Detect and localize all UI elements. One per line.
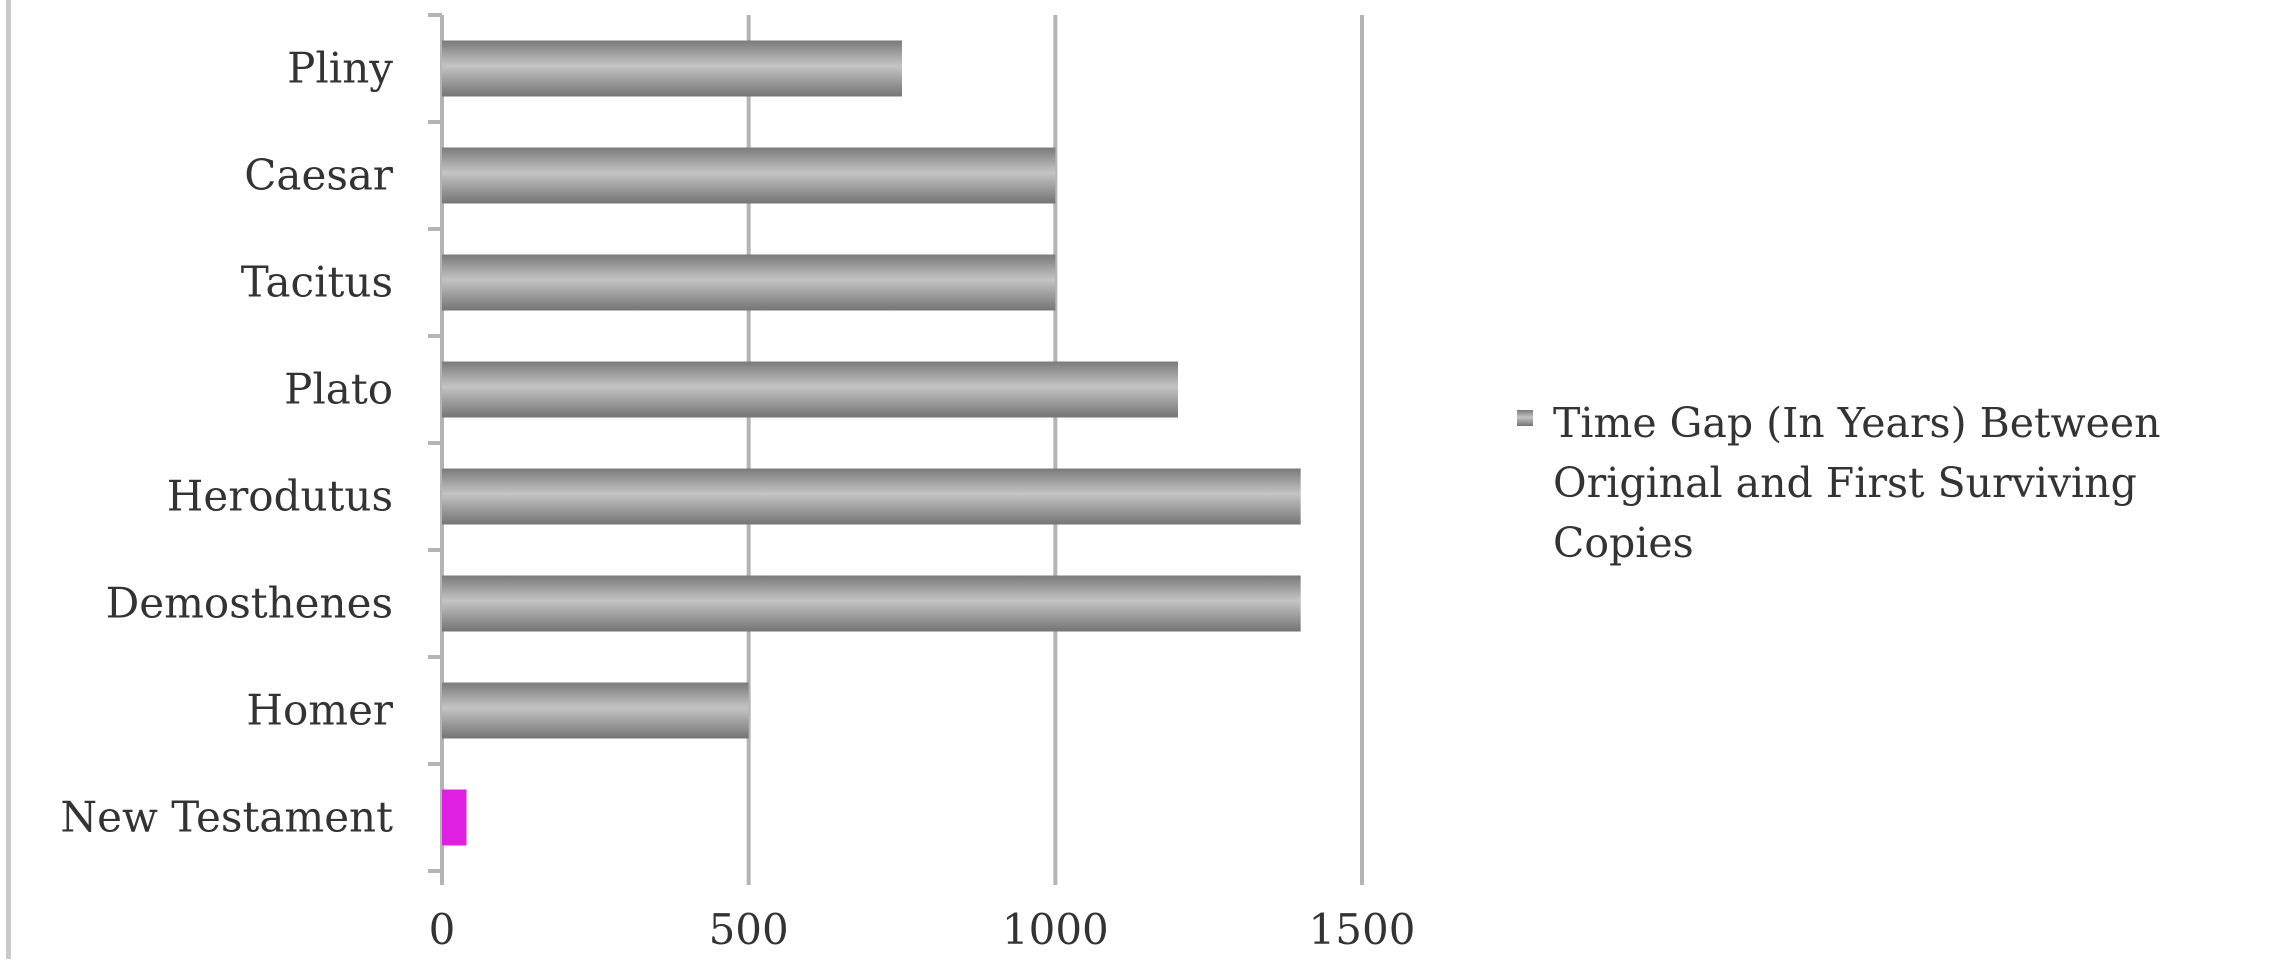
axes <box>428 13 1364 885</box>
bar <box>442 254 1056 311</box>
x-tick-label: 1000 <box>1002 905 1109 954</box>
bar <box>442 468 1301 525</box>
bar <box>442 575 1301 632</box>
bars <box>442 40 1301 846</box>
legend-swatch <box>1517 410 1533 426</box>
legend-label-line: Time Gap (In Years) Between <box>1553 399 2161 447</box>
x-tick-labels: 0 500 1000 1500 <box>429 905 1416 954</box>
legend-label-line: Original and First Surviving <box>1553 459 2137 507</box>
bar <box>442 789 467 846</box>
category-label: Pliny <box>287 44 393 93</box>
x-tick-label: 500 <box>709 905 789 954</box>
category-label: Tacitus <box>241 258 393 307</box>
x-tick-label: 0 <box>429 905 456 954</box>
bar <box>442 40 902 97</box>
category-label: Herodutus <box>167 472 393 521</box>
category-label: New Testament <box>60 793 393 842</box>
frame-border <box>6 0 11 959</box>
category-label: Plato <box>284 365 393 414</box>
bar <box>442 147 1056 204</box>
bar <box>442 682 749 739</box>
legend: Time Gap (In Years) Between Original and… <box>1517 399 2161 567</box>
x-tick-label: 1500 <box>1309 905 1416 954</box>
category-labels: Pliny Caesar Tacitus Plato Herodutus Demosthe… <box>60 44 394 842</box>
category-label: Demosthenes <box>106 579 393 628</box>
bar <box>442 361 1178 418</box>
category-label: Caesar <box>244 151 394 200</box>
gridlines <box>746 15 1364 871</box>
category-label: Homer <box>246 686 394 735</box>
legend-label-line: Copies <box>1553 519 1694 567</box>
